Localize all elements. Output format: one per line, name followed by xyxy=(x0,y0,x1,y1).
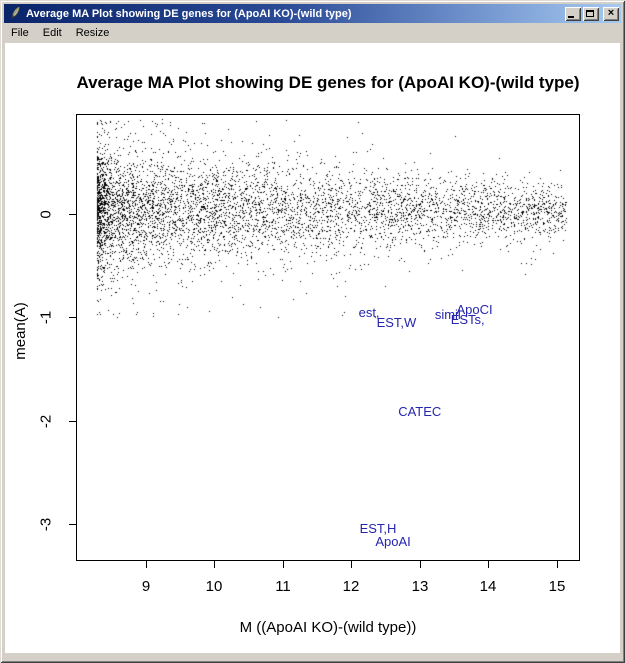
menu-resize[interactable]: Resize xyxy=(75,27,110,39)
chart-title: Average MA Plot showing DE genes for (Ap… xyxy=(76,73,580,92)
menu-file[interactable]: File xyxy=(11,27,29,39)
menubar: File Edit Resize xyxy=(4,23,621,43)
close-icon: × xyxy=(607,6,615,19)
y-tick-label--1: -1 xyxy=(37,310,55,325)
x-tick-9 xyxy=(146,561,147,568)
y-tick-label--3: -3 xyxy=(37,517,55,532)
de-gene-label-est: est, xyxy=(358,305,380,321)
quill-pen-icon xyxy=(11,6,20,20)
scatter-points-canvas xyxy=(76,114,580,561)
de-gene-label-ests: ESTs, xyxy=(450,312,485,328)
x-tick-label-10: 10 xyxy=(205,578,223,595)
x-tick-12 xyxy=(351,561,352,568)
x-axis-title: M ((ApoAI KO)-(wild type)) xyxy=(239,619,417,636)
plot-canvas-area: Average MA Plot showing DE genes for (Ap… xyxy=(5,43,620,653)
x-tick-10 xyxy=(214,561,215,568)
x-tick-13 xyxy=(420,561,421,568)
y-tick-label-0: 0 xyxy=(37,210,55,219)
x-tick-label-13: 13 xyxy=(411,578,429,595)
x-tick-14 xyxy=(488,561,489,568)
de-gene-label-apoci: ApoCI xyxy=(456,302,493,318)
x-tick-11 xyxy=(283,561,284,568)
de-gene-label-catec: CATEC xyxy=(398,404,442,420)
x-tick-label-15: 15 xyxy=(548,578,566,595)
de-gene-label-simil: simil xyxy=(434,307,461,323)
x-tick-label-14: 14 xyxy=(479,578,497,595)
x-tick-label-9: 9 xyxy=(141,578,151,595)
y-axis-title: mean(A) xyxy=(12,302,29,360)
x-tick-label-11: 11 xyxy=(275,578,291,595)
minimize-icon xyxy=(568,15,574,18)
de-gene-label-estw: EST,W xyxy=(376,314,417,330)
maximize-icon xyxy=(586,9,594,17)
y-tick--3 xyxy=(69,524,76,525)
x-tick-label-12: 12 xyxy=(342,578,360,595)
y-tick-label--2: -2 xyxy=(37,414,55,429)
window-title: Average MA Plot showing DE genes for (Ap… xyxy=(26,7,352,20)
y-tick--2 xyxy=(69,421,76,422)
menu-edit[interactable]: Edit xyxy=(42,27,62,39)
de-gene-label-apoai: ApoAI xyxy=(375,534,411,550)
y-tick-0 xyxy=(69,214,76,215)
de-gene-label-esth: EST,H xyxy=(359,520,397,536)
maximize-button[interactable] xyxy=(583,6,599,21)
y-tick--1 xyxy=(69,317,76,318)
titlebar[interactable]: Average MA Plot showing DE genes for (Ap… xyxy=(4,4,621,23)
x-tick-15 xyxy=(557,561,558,568)
minimize-button[interactable] xyxy=(565,6,581,21)
close-button[interactable]: × xyxy=(603,6,619,21)
